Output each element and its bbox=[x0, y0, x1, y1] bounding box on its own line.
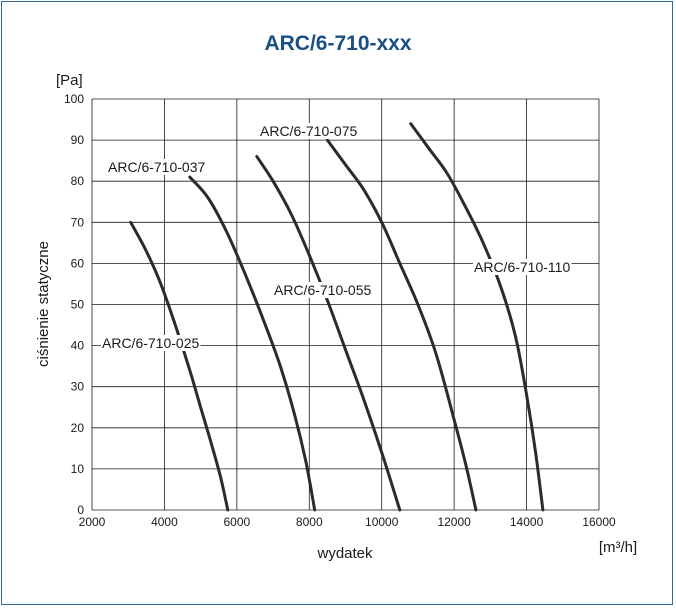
x-tick-label: 10000 bbox=[365, 515, 399, 529]
y-tick-label: 0 bbox=[77, 503, 84, 517]
series-curves bbox=[129, 122, 545, 512]
y-tick-label: 10 bbox=[71, 462, 85, 476]
y-tick-label: 90 bbox=[71, 133, 85, 147]
y-tick-label: 20 bbox=[71, 421, 85, 435]
series-label-bg bbox=[473, 259, 572, 275]
series-curve-4 bbox=[325, 138, 478, 512]
series-labels: ARC/6-710-025 ARC/6-710-037 ARC/6-710-055 A… bbox=[101, 123, 572, 351]
series-label-3: ARC/6-710-055 bbox=[274, 282, 371, 298]
x-tick-label: 2000 bbox=[79, 515, 106, 529]
grid bbox=[91, 98, 600, 511]
series-label-bg bbox=[101, 335, 201, 351]
x-tick-label: 4000 bbox=[151, 515, 178, 529]
series-curve-3 bbox=[255, 155, 402, 512]
chart-title: ARC/6-710-xxx bbox=[264, 32, 411, 55]
y-axis-label: ciśnienie statyczne bbox=[35, 241, 52, 367]
x-tick-label: 12000 bbox=[437, 515, 471, 529]
series-label-bg bbox=[259, 123, 359, 139]
x-axis-unit: [m³/h] bbox=[599, 539, 637, 556]
y-tick-label: 50 bbox=[71, 298, 85, 312]
series-label-bg bbox=[107, 159, 207, 175]
series-label-4: ARC/6-710-075 bbox=[260, 123, 357, 139]
y-tick-label: 60 bbox=[71, 256, 85, 270]
series-label-1: ARC/6-710-025 bbox=[102, 335, 199, 351]
series-label-2: ARC/6-710-037 bbox=[108, 159, 205, 175]
y-tick-label: 80 bbox=[71, 174, 85, 188]
y-tick-label: 100 bbox=[64, 92, 84, 106]
series-curve-5 bbox=[409, 122, 545, 512]
y-tick-label: 30 bbox=[71, 380, 85, 394]
x-tick-label: 14000 bbox=[510, 515, 544, 529]
x-tick-label: 8000 bbox=[296, 515, 323, 529]
x-tick-label: 16000 bbox=[582, 515, 616, 529]
series-label-5: ARC/6-710-110 bbox=[474, 259, 570, 275]
y-axis-unit: [Pa] bbox=[56, 72, 83, 89]
series-curve-2 bbox=[188, 175, 317, 512]
y-tick-labels: 0 10 20 30 40 50 60 70 80 90 100 bbox=[64, 92, 84, 517]
x-tick-labels: 2000 4000 6000 8000 10000 12000 14000 16000 bbox=[79, 515, 616, 529]
x-axis-label: wydatek bbox=[316, 545, 373, 562]
y-tick-label: 40 bbox=[71, 339, 85, 353]
y-tick-label: 70 bbox=[71, 215, 85, 229]
series-label-bg bbox=[273, 282, 373, 298]
series-curve-1 bbox=[129, 220, 230, 512]
x-tick-label: 6000 bbox=[224, 515, 251, 529]
